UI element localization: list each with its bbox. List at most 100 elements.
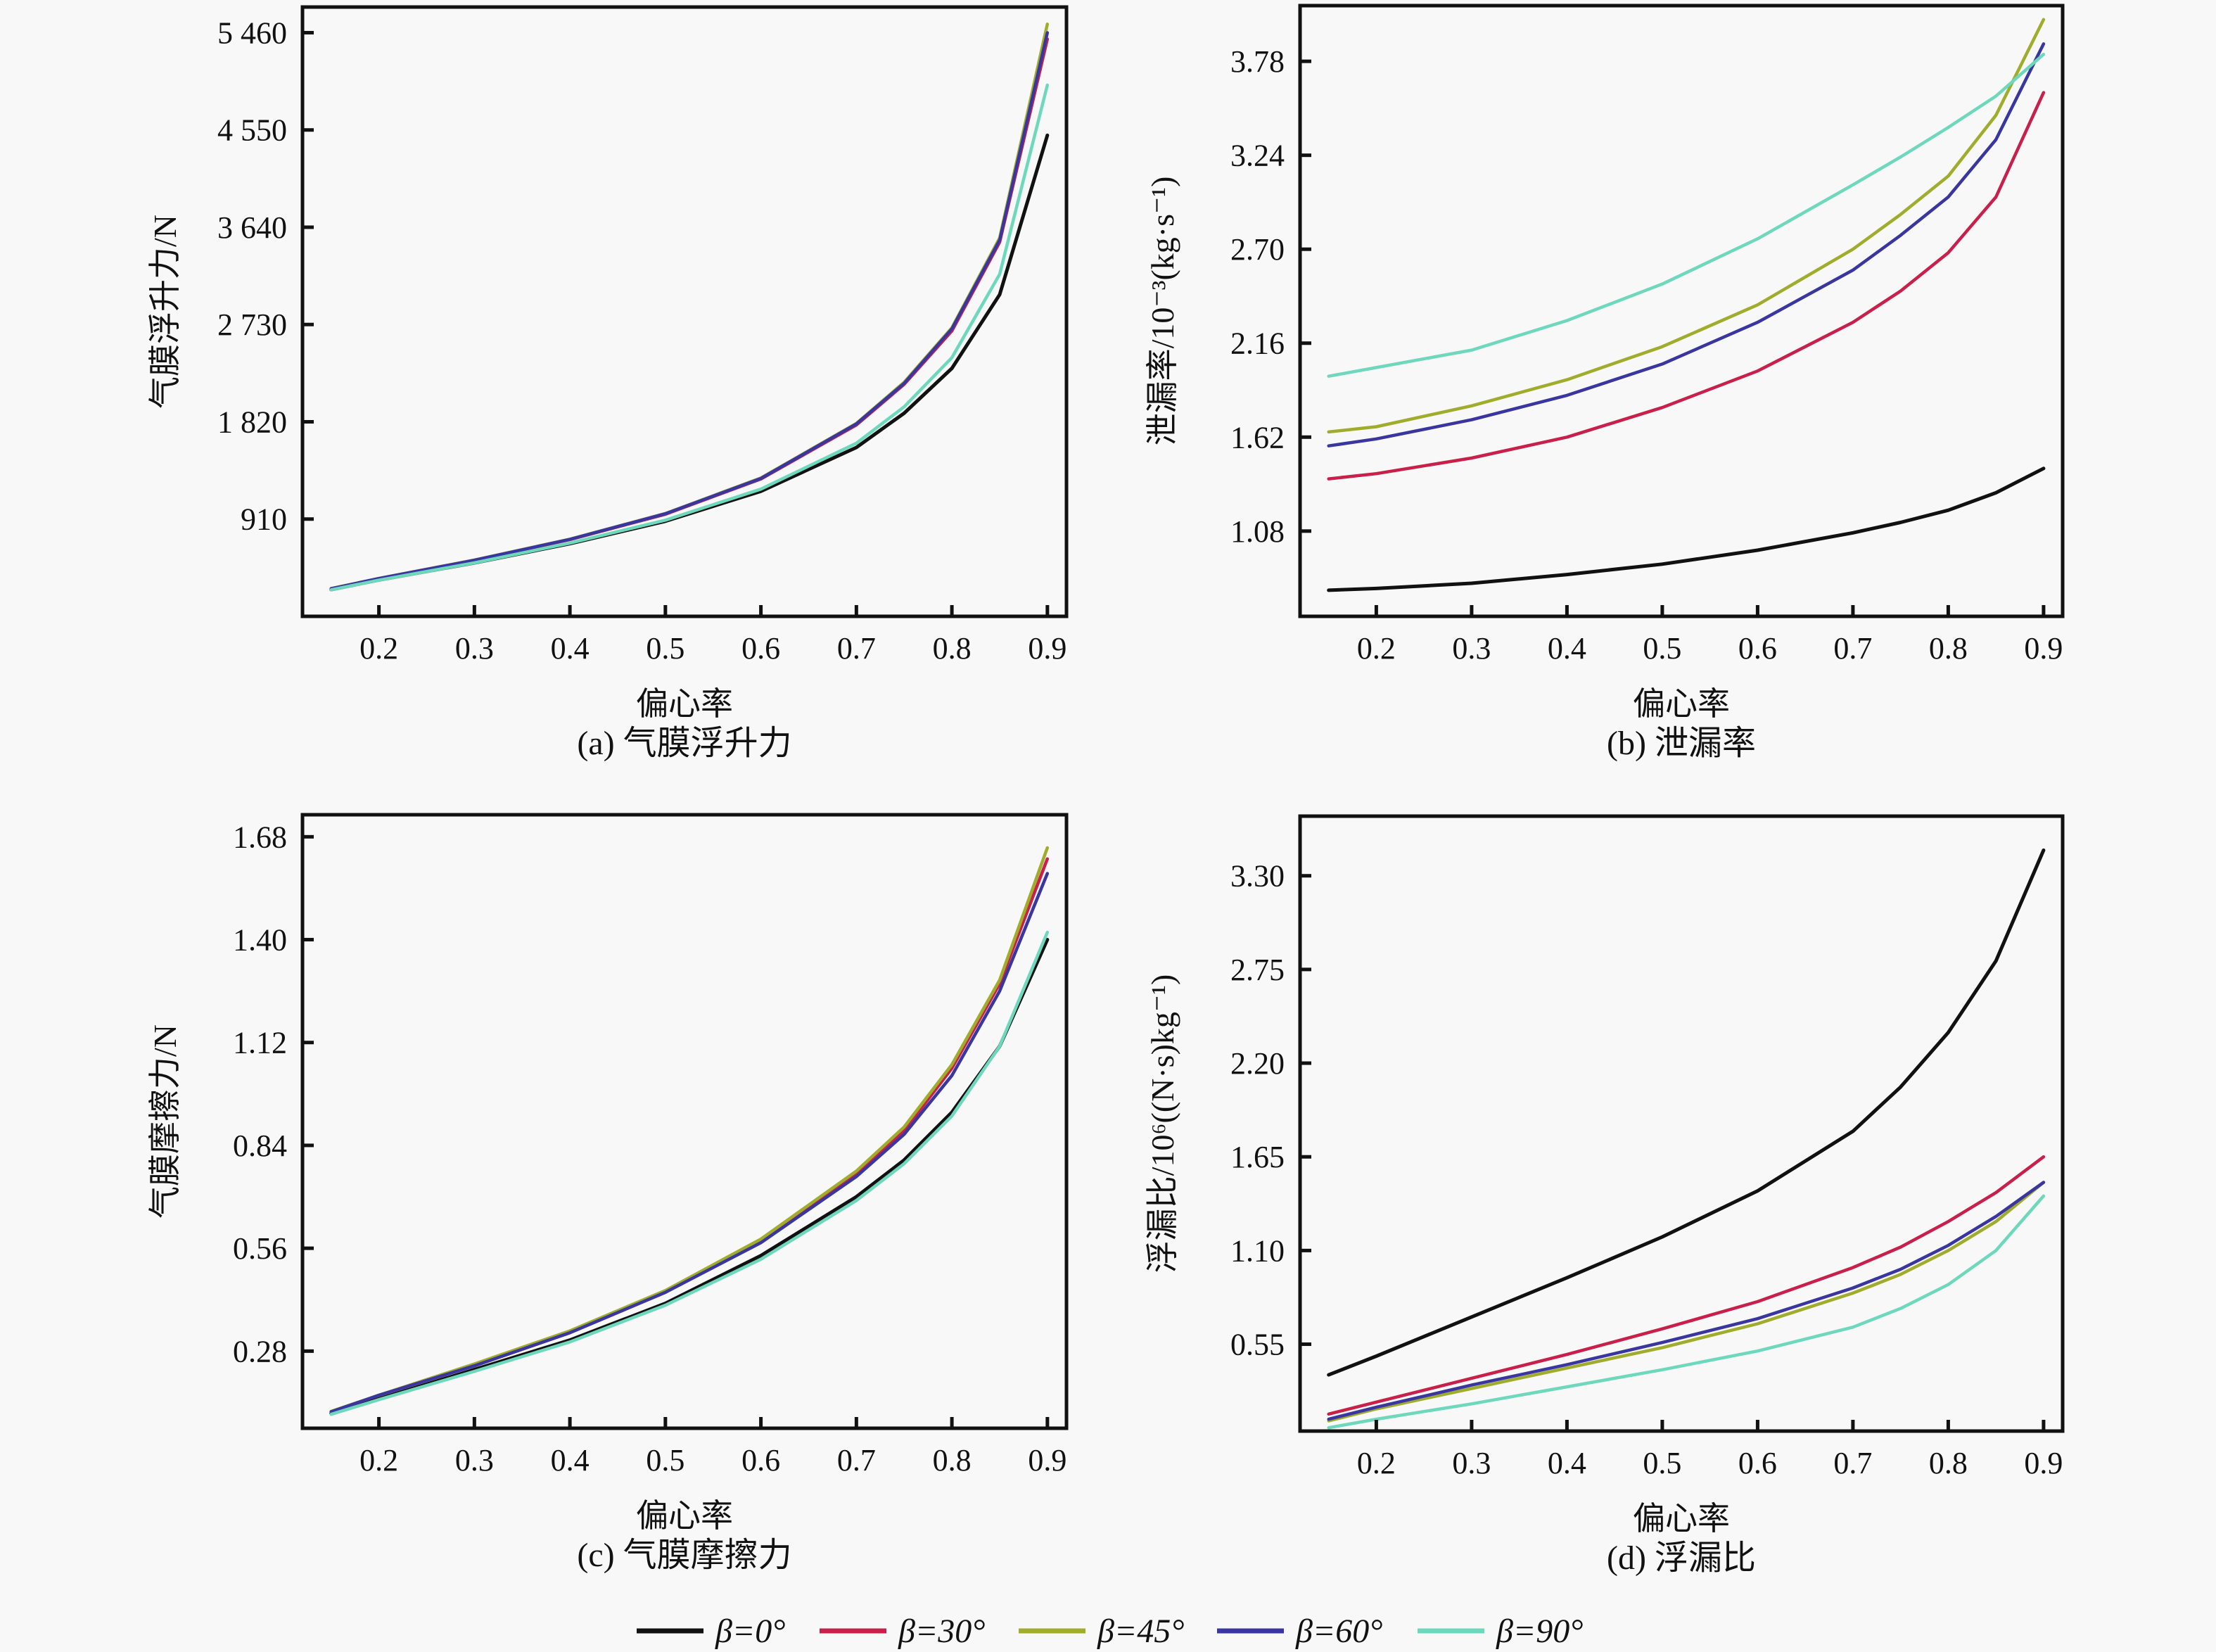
panel-d: 0.2 0.3 0.4 0.5 0.6 0.7 0.8 0.9 0.55 1.10 1.65 2.20… — [1145, 814, 2065, 1577]
x-tick-label: 0.7 — [837, 1443, 876, 1478]
x-tick-label: 0.7 — [1833, 631, 1872, 666]
y-axis-label: 气膜浮升力/N — [147, 215, 183, 409]
x-tick-label: 0.4 — [551, 631, 590, 666]
y-tick-label: 2.70 — [1230, 232, 1285, 267]
legend-label: β=60° — [1295, 1613, 1383, 1650]
y-axis-label: 浮漏比/10⁶((N·s)kg⁻¹) — [1145, 974, 1180, 1273]
y-tick-label: 2 730 — [217, 307, 287, 342]
panel-caption: (b) 泄漏率 — [1607, 725, 1756, 762]
y-tick-label: 4 550 — [217, 113, 287, 148]
y-tick-label: 0.55 — [1230, 1328, 1285, 1362]
series-line-c-1 — [329, 857, 1050, 1413]
x-tick-label: 0.2 — [1357, 631, 1396, 666]
x-tick-label: 0.3 — [455, 1443, 494, 1478]
series-line-b-2 — [1327, 18, 2046, 434]
y-tick-label: 1.65 — [1230, 1140, 1285, 1174]
series-line-b-4 — [1327, 52, 2046, 378]
x-tick-label: 0.4 — [551, 1443, 590, 1478]
x-tick-label: 0.8 — [1929, 1446, 1968, 1480]
x-tick-label: 0.6 — [741, 631, 780, 666]
y-tick-label: 1.62 — [1230, 420, 1285, 455]
x-tick-label: 0.2 — [359, 631, 398, 666]
series-line-c-4 — [329, 930, 1050, 1416]
series-line-b-3 — [1327, 42, 2046, 447]
x-tick-label: 0.8 — [933, 631, 972, 666]
y-axis-label: 泄漏率/10⁻³(kg·s⁻¹) — [1145, 177, 1180, 446]
plot-frame-a — [300, 5, 1069, 618]
panel-b: 0.2 0.3 0.4 0.5 0.6 0.7 0.8 0.9 1.08 1.62 2.16 2.70… — [1145, 4, 2065, 762]
y-tick-label: 1.08 — [1230, 514, 1285, 549]
plot-frame-d — [1298, 814, 2065, 1433]
x-tick-label: 0.8 — [933, 1443, 972, 1478]
x-tick-label: 0.6 — [1738, 631, 1777, 666]
x-axis-label: 偏心率 — [636, 686, 733, 722]
y-tick-label: 0.84 — [233, 1129, 287, 1163]
y-tick-label: 1.10 — [1230, 1233, 1285, 1268]
series-line-d-2 — [1327, 1181, 2046, 1423]
series-line-d-3 — [1327, 1181, 2046, 1421]
series-line-b-0 — [1327, 466, 2046, 592]
y-tick-label: 5 460 — [217, 15, 287, 50]
y-tick-label: 0.28 — [233, 1334, 287, 1368]
panel-c: 0.2 0.3 0.4 0.5 0.6 0.7 0.8 0.9 0.28 0.56 0.84 1.12… — [147, 813, 1069, 1574]
y-tick-label: 2.16 — [1230, 326, 1285, 361]
x-tick-label: 0.7 — [837, 631, 876, 666]
series-line-a-4 — [329, 83, 1050, 592]
x-axis-label: 偏心率 — [636, 1498, 733, 1534]
legend-label: β=0° — [715, 1613, 786, 1650]
x-tick-label: 0.8 — [1929, 631, 1968, 666]
x-tick-label: 0.6 — [741, 1443, 780, 1478]
legend-label: β=30° — [898, 1613, 986, 1650]
legend-label: β=45° — [1097, 1613, 1185, 1650]
legend: β=0° β=30° β=45° β=60° β=90° — [637, 1613, 1584, 1650]
x-tick-label: 0.5 — [646, 1443, 684, 1478]
x-tick-label: 0.5 — [646, 631, 684, 666]
series-line-a-0 — [329, 133, 1050, 592]
panel-caption: (a) 气膜浮升力 — [577, 725, 791, 762]
x-tick-label: 0.9 — [2024, 1446, 2063, 1480]
y-tick-label: 910 — [241, 502, 287, 537]
y-tick-label: 1.12 — [233, 1026, 287, 1060]
plot-frame-c — [300, 813, 1069, 1430]
x-tick-label: 0.7 — [1833, 1446, 1872, 1480]
y-tick-label: 3.24 — [1230, 139, 1285, 173]
y-tick-label: 2.75 — [1230, 953, 1285, 987]
x-tick-label: 0.3 — [1452, 1446, 1491, 1480]
y-tick-label: 3.30 — [1230, 859, 1285, 894]
y-tick-label: 2.20 — [1230, 1046, 1285, 1081]
y-tick-label: 3.78 — [1230, 44, 1285, 79]
x-tick-label: 0.3 — [455, 631, 494, 666]
y-tick-label: 1.40 — [233, 923, 287, 958]
series-line-a-3 — [329, 31, 1050, 590]
y-tick-label: 1.68 — [233, 820, 287, 854]
x-axis-label: 偏心率 — [1633, 1501, 1730, 1537]
x-tick-label: 0.4 — [1548, 1446, 1586, 1480]
plot-frame-b — [1298, 4, 2065, 618]
legend-label: β=90° — [1496, 1613, 1584, 1650]
series-line-d-0 — [1327, 848, 2046, 1377]
x-tick-label: 0.6 — [1738, 1446, 1777, 1480]
x-tick-label: 0.3 — [1452, 631, 1491, 666]
x-tick-label: 0.4 — [1548, 631, 1586, 666]
panel-caption: (d) 浮漏比 — [1607, 1539, 1756, 1577]
y-axis-label: 气膜摩擦力/N — [147, 1024, 183, 1219]
x-tick-label: 0.9 — [1028, 631, 1066, 666]
x-axis-label: 偏心率 — [1633, 686, 1730, 722]
panel-a: 0.2 0.3 0.4 0.5 0.6 0.7 0.8 0.9 910 1 820 2 730 3 6… — [147, 5, 1069, 762]
x-tick-label: 0.2 — [1357, 1446, 1396, 1480]
series-line-d-4 — [1327, 1194, 2046, 1430]
y-tick-label: 0.56 — [233, 1231, 287, 1266]
x-tick-label: 0.2 — [359, 1443, 398, 1478]
series-line-b-1 — [1327, 91, 2046, 481]
series-line-d-1 — [1327, 1155, 2046, 1416]
series-line-c-0 — [329, 938, 1050, 1416]
series-line-c-3 — [329, 872, 1050, 1413]
y-tick-label: 3 640 — [217, 210, 287, 245]
x-tick-label: 0.9 — [1028, 1443, 1066, 1478]
panel-caption: (c) 气膜摩擦力 — [577, 1537, 791, 1574]
x-tick-label: 0.9 — [2024, 631, 2063, 666]
x-tick-label: 0.5 — [1643, 1446, 1681, 1480]
x-tick-label: 0.5 — [1643, 631, 1681, 666]
y-tick-label: 1 820 — [217, 405, 287, 439]
